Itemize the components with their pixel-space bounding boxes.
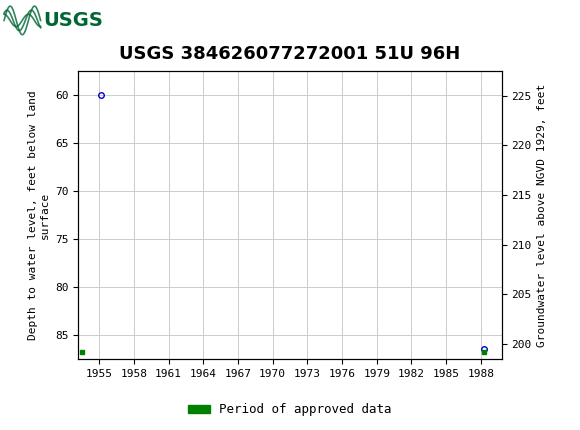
FancyBboxPatch shape [3, 3, 78, 38]
Y-axis label: Groundwater level above NGVD 1929, feet: Groundwater level above NGVD 1929, feet [537, 83, 547, 347]
Y-axis label: Depth to water level, feet below land
surface: Depth to water level, feet below land su… [28, 90, 49, 340]
Text: USGS 384626077272001 51U 96H: USGS 384626077272001 51U 96H [119, 45, 461, 63]
Legend: Period of approved data: Period of approved data [184, 398, 396, 420]
Text: USGS: USGS [44, 11, 103, 30]
